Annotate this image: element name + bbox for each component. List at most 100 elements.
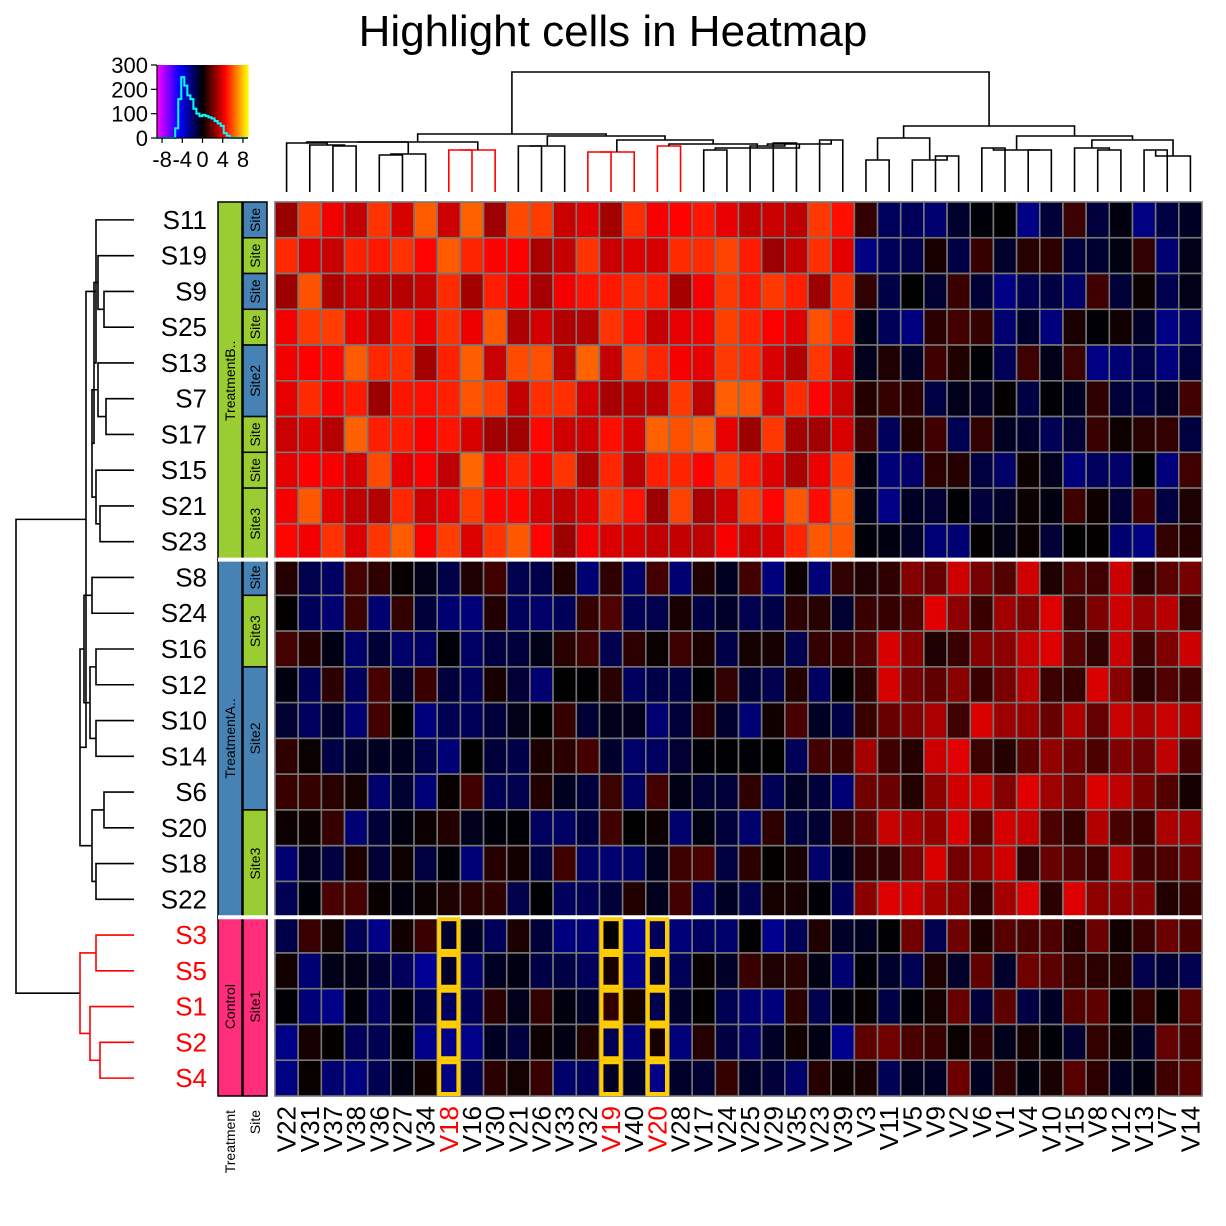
heatmap-cell	[575, 880, 601, 919]
heatmap-cell	[320, 201, 346, 239]
heatmap-cell	[552, 451, 578, 489]
heatmap-cell	[482, 1059, 508, 1097]
heatmap-cell	[575, 844, 601, 883]
heatmap-cell	[1062, 487, 1087, 525]
heatmap-cell	[1131, 487, 1157, 525]
heatmap-cell	[1062, 737, 1087, 775]
heatmap-cell	[436, 415, 462, 454]
heatmap-cell	[505, 630, 531, 668]
column-dendrogram-branch	[702, 149, 728, 192]
heatmap-cell	[1062, 558, 1087, 597]
site-bar	[242, 451, 268, 489]
heatmap-cell	[784, 880, 809, 919]
row-label: S10	[161, 706, 207, 736]
heatmap-cell	[899, 487, 925, 525]
heatmap-cell	[482, 630, 508, 668]
heatmap-cell	[274, 487, 299, 525]
heatmap-cell	[946, 1023, 972, 1062]
heatmap-cell	[598, 594, 624, 632]
heatmap-cell	[1154, 415, 1180, 454]
heatmap-cell	[714, 487, 740, 525]
heatmap-cell	[992, 666, 1018, 704]
heatmap-cell	[621, 272, 647, 311]
heatmap-cell	[899, 201, 925, 239]
heatmap-cell	[923, 916, 948, 954]
heatmap-cell	[1062, 201, 1087, 239]
heatmap-cell	[876, 1059, 902, 1097]
column-label: V5	[897, 1106, 927, 1138]
heatmap-cell	[737, 379, 763, 418]
column-label: V12	[1106, 1106, 1136, 1152]
heatmap-cell	[1154, 451, 1180, 489]
heatmap-cell	[1108, 236, 1134, 275]
heatmap-cell	[807, 523, 833, 561]
heatmap-cell	[876, 701, 902, 740]
heatmap-cell	[343, 487, 369, 525]
heatmap-cell	[1015, 236, 1041, 275]
heatmap-cell	[876, 344, 902, 382]
color-key-swatch	[193, 65, 196, 138]
heatmap-cell	[784, 844, 809, 883]
heatmap-cell	[668, 272, 693, 311]
heatmap-cell	[969, 1059, 995, 1097]
heatmap-cell	[413, 344, 439, 382]
heatmap-cell	[668, 1059, 693, 1097]
heatmap-cell	[529, 737, 554, 775]
highlight-box	[645, 952, 669, 989]
heatmap-cell	[668, 987, 693, 1026]
heatmap-cell	[714, 451, 740, 489]
heatmap-cell	[737, 809, 763, 847]
heatmap-cell	[436, 594, 462, 632]
heatmap-cell	[668, 379, 693, 418]
heatmap-cell	[1154, 379, 1180, 418]
heatmap-cell	[946, 630, 972, 668]
heatmap-cell	[621, 308, 647, 346]
heatmap-cell	[552, 952, 578, 990]
heatmap-cell	[505, 523, 531, 561]
heatmap-cell	[899, 272, 925, 311]
heatmap-cell	[366, 1023, 392, 1062]
heatmap-cell	[320, 523, 346, 561]
heatmap-cell	[668, 451, 693, 489]
heatmap-cell	[274, 344, 299, 382]
heatmap-cell	[529, 379, 554, 418]
heatmap-cell	[343, 201, 369, 239]
column-label: V6	[967, 1106, 997, 1138]
heatmap-cell	[552, 344, 578, 382]
heatmap-cell	[737, 272, 763, 311]
heatmap-cell	[575, 523, 601, 561]
heatmap-cell	[482, 773, 508, 811]
heatmap-cell	[992, 630, 1018, 668]
heatmap-cell	[853, 451, 879, 489]
column-dendrogram-branch	[460, 149, 496, 192]
heatmap-cell	[621, 773, 647, 811]
heatmap-cell	[807, 666, 833, 704]
group-separators	[218, 557, 1202, 920]
row-dendrogram-branch	[89, 666, 96, 740]
heatmap-cell	[1154, 880, 1180, 919]
site-bar	[242, 415, 268, 454]
color-key-swatch	[244, 65, 248, 138]
heatmap-cell	[366, 379, 392, 418]
heatmap-cell	[784, 987, 809, 1026]
highlight-box	[437, 1060, 461, 1096]
heatmap-cell	[320, 451, 346, 489]
heatmap-cell	[946, 737, 972, 775]
heatmap-cell	[691, 451, 717, 489]
heatmap-cell	[274, 880, 299, 919]
heatmap-cell	[575, 272, 601, 311]
heatmap-cell	[969, 308, 995, 346]
heatmap-cell	[784, 594, 809, 632]
heatmap-cell	[575, 236, 601, 275]
heatmap-cells	[274, 201, 1203, 1097]
heatmap-cell	[737, 880, 763, 919]
heatmap-cell	[714, 666, 740, 704]
heatmap-cell	[436, 308, 462, 346]
heatmap-cell	[366, 487, 392, 525]
heatmap-cell	[876, 844, 902, 883]
heatmap-cell	[714, 523, 740, 561]
heatmap-cell	[505, 987, 531, 1026]
heatmap-cell	[482, 737, 508, 775]
heatmap-cell	[529, 1059, 554, 1097]
highlight-box	[599, 988, 623, 1025]
